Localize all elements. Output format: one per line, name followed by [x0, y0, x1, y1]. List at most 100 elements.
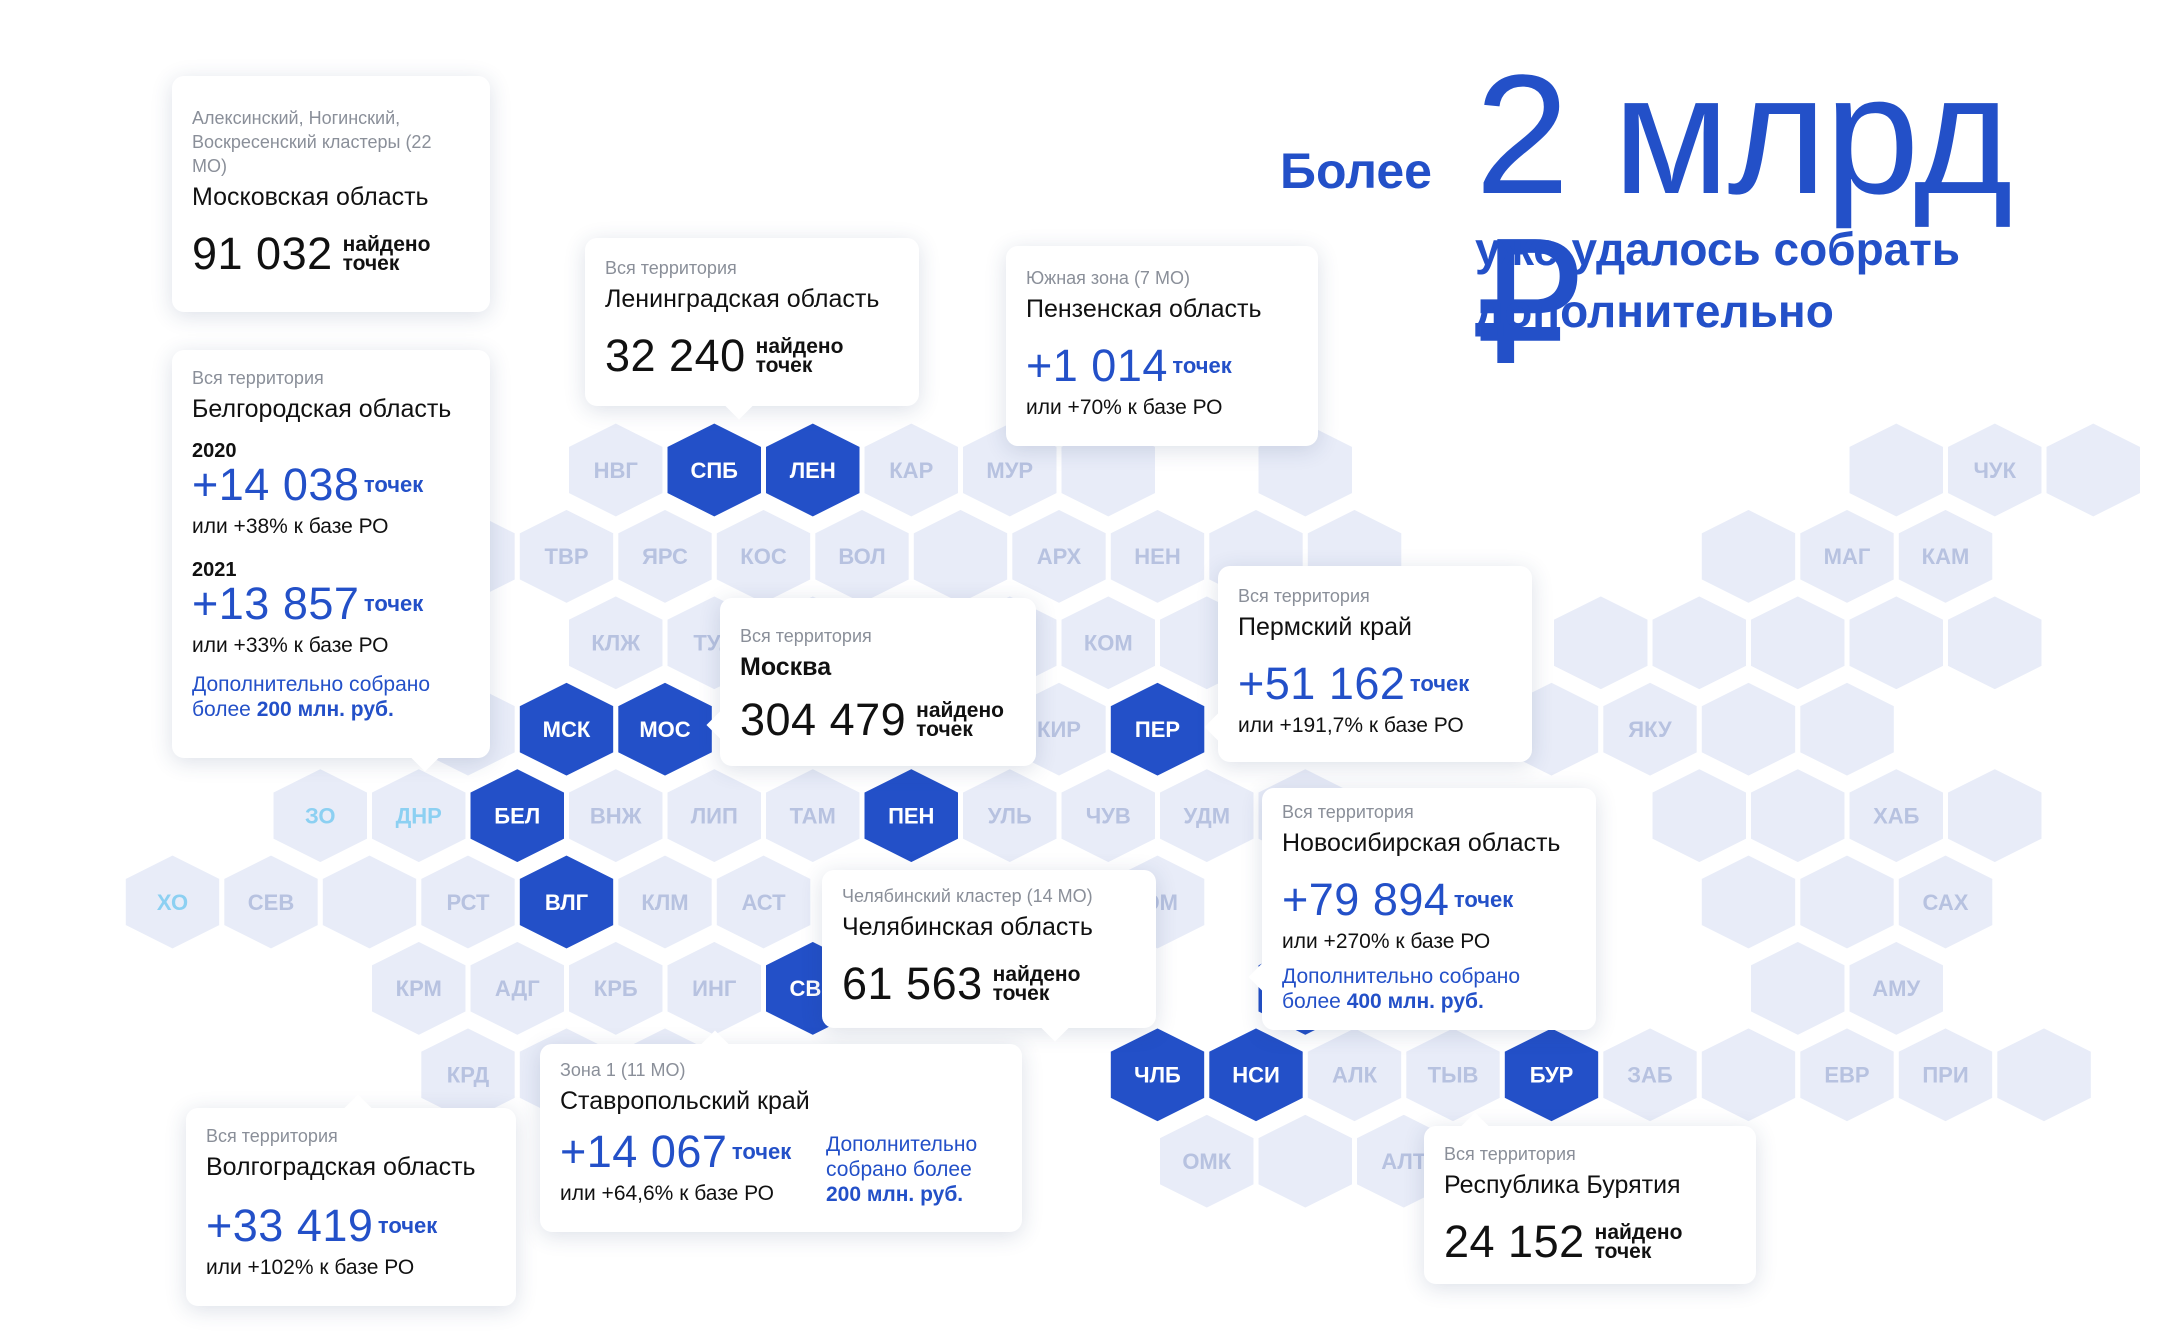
hex-label: СПБ — [690, 458, 738, 483]
hex-shape — [1844, 936, 1948, 1041]
hex-label: МАГ — [1824, 544, 1871, 569]
hex-tile-пер: ПЕР — [1105, 677, 1210, 782]
hex-shape — [317, 850, 422, 954]
card-unit: точек — [363, 591, 424, 616]
hex-tile-вол: ВОЛ — [810, 504, 914, 609]
hex-label: КИР — [1037, 717, 1081, 742]
card-value: +14 067 — [560, 1126, 728, 1177]
card-note: или +70% к базе РО — [1026, 396, 1223, 419]
hex-label: ЛЕН — [790, 458, 836, 483]
card-value: +1 014 — [1026, 340, 1168, 391]
card-scope: Алексинский, Ногинский, Воскресенский кл… — [192, 108, 432, 176]
hex-tile-уль: УЛЬ — [958, 763, 1062, 868]
card-unit: точек — [363, 472, 424, 497]
hex-shape — [1696, 850, 1801, 954]
hex-shape — [1844, 590, 1948, 695]
hex-label: ПЕН — [888, 803, 934, 828]
hex-label: ХАБ — [1873, 803, 1920, 828]
hex-label: ЯРС — [642, 544, 688, 569]
card-unit: найдено точек — [342, 233, 431, 275]
hex-shape — [1943, 590, 2047, 695]
hex-tile-blank-42 — [1795, 677, 1899, 782]
hex-tile-твр: ТВР — [514, 504, 619, 609]
hex-tile-внж: ВНЖ — [564, 763, 668, 868]
card-chelyabinsk: Челябинский кластер (14 МО) Челябинская … — [822, 870, 1156, 1042]
unit-line2: точек — [755, 354, 813, 377]
hex-tile-мск: МСК — [514, 677, 619, 782]
hex-tile-blank-7 — [1844, 418, 1948, 522]
hex-label: КОМ — [1084, 631, 1133, 656]
hex-tile-нен: НЕН — [1105, 504, 1210, 609]
hex-tile-blank-91 — [1253, 1109, 1357, 1214]
hex-label: БЕЛ — [494, 803, 540, 828]
hex-label: ЧУК — [1973, 458, 2016, 483]
hex-label: ТВР — [545, 544, 589, 569]
hex-tile-тыв: ТЫВ — [1401, 1022, 1505, 1127]
extra-prefix: более — [1282, 990, 1347, 1013]
hex-tile-инг: ИНГ — [662, 936, 766, 1041]
card-region-name: Новосибирская область — [1282, 829, 1561, 857]
hex-tile-blank-89 — [1992, 1022, 2096, 1127]
card-moscow-oblast: Алексинский, Ногинский, Воскресенский кл… — [172, 76, 490, 312]
headline-amount: 2 млрд ₽ — [1475, 40, 2013, 400]
card-buryatia: Вся территория Республика Бурятия 24 152… — [1424, 1112, 1756, 1284]
card-unit: найдено точек — [993, 964, 1081, 1004]
hex-label: КЛЖ — [591, 631, 640, 656]
card-value: 32 240 — [605, 330, 746, 381]
hex-tile-сах: САХ — [1893, 850, 1998, 954]
hex-tile-чук: ЧУК — [1943, 418, 2047, 522]
hex-label: ЧУВ — [1086, 803, 1131, 828]
hex-shape — [1795, 850, 1899, 954]
hex-tile-спб: СПБ — [662, 418, 766, 522]
hex-tile-blank-30 — [1647, 590, 1751, 695]
hex-label: КРБ — [594, 976, 638, 1001]
hex-shape — [1549, 590, 1653, 695]
hex-tile-маг: МАГ — [1795, 504, 1899, 609]
card-scope: Вся территория — [192, 368, 324, 388]
card-scope: Вся территория — [206, 1126, 338, 1146]
hex-tile-хо: ХО — [120, 850, 225, 954]
card-value: 91 032 — [192, 228, 333, 279]
hex-shape — [1893, 850, 1998, 954]
card-stavropol: Зона 1 (11 МО) Ставропольский край +14 0… — [540, 1030, 1022, 1232]
unit-line2: точек — [1594, 1240, 1652, 1263]
hex-label: КРД — [447, 1063, 490, 1088]
hex-label: ЛИП — [691, 803, 738, 828]
card-region-name: Республика Бурятия — [1444, 1171, 1681, 1199]
card-scope: Зона 1 (11 МО) — [560, 1060, 686, 1080]
extra-line1: Дополнительно — [826, 1133, 978, 1156]
card-scope: Вся территория — [740, 626, 872, 646]
hex-shape — [1105, 677, 1210, 782]
card-penza: Южная зона (7 МО) Пензенская область +1 … — [1006, 246, 1318, 446]
card-moscow: Вся территория Москва 304 479 найдено точе… — [706, 598, 1036, 766]
card-year-2021: 2021 — [192, 559, 237, 581]
hex-tile-blank-33 — [1943, 590, 2047, 695]
hex-shape — [1746, 936, 1850, 1041]
hex-label: СЕВ — [248, 890, 294, 915]
hex-tile-blank-41 — [1696, 677, 1801, 782]
card-value-2020: +14 038 — [192, 459, 360, 510]
hex-tile-кам: КАМ — [1893, 504, 1998, 609]
hex-tile-омк: ОМК — [1155, 1109, 1259, 1214]
hex-label: ВОЛ — [838, 544, 885, 569]
hex-shape — [2041, 418, 2145, 522]
unit-line2: точек — [342, 252, 400, 275]
hex-label: САХ — [1923, 890, 1969, 915]
unit-line1: найдено — [342, 233, 431, 256]
hex-label: МОС — [639, 717, 690, 742]
hex-label: ХО — [157, 890, 188, 915]
hex-label: ТЫВ — [1428, 1063, 1479, 1088]
headline-subtitle: уже удалось собрать дополнительно — [1475, 218, 1960, 342]
hex-shape — [1992, 1022, 2096, 1127]
hex-label: ЯКУ — [1628, 717, 1672, 742]
hex-label: УДМ — [1183, 803, 1230, 828]
card-region-name: Пермский край — [1238, 613, 1412, 641]
hex-shape — [711, 850, 816, 954]
hex-shape — [1893, 504, 1998, 609]
hex-tile-арх: АРХ — [1007, 504, 1111, 609]
hex-shape — [908, 504, 1013, 609]
card-scope: Южная зона (7 МО) — [1026, 268, 1190, 288]
hex-tile-там: ТАМ — [761, 763, 865, 868]
hex-label: ДНР — [396, 803, 442, 828]
hex-tile-blank-29 — [1549, 590, 1653, 695]
